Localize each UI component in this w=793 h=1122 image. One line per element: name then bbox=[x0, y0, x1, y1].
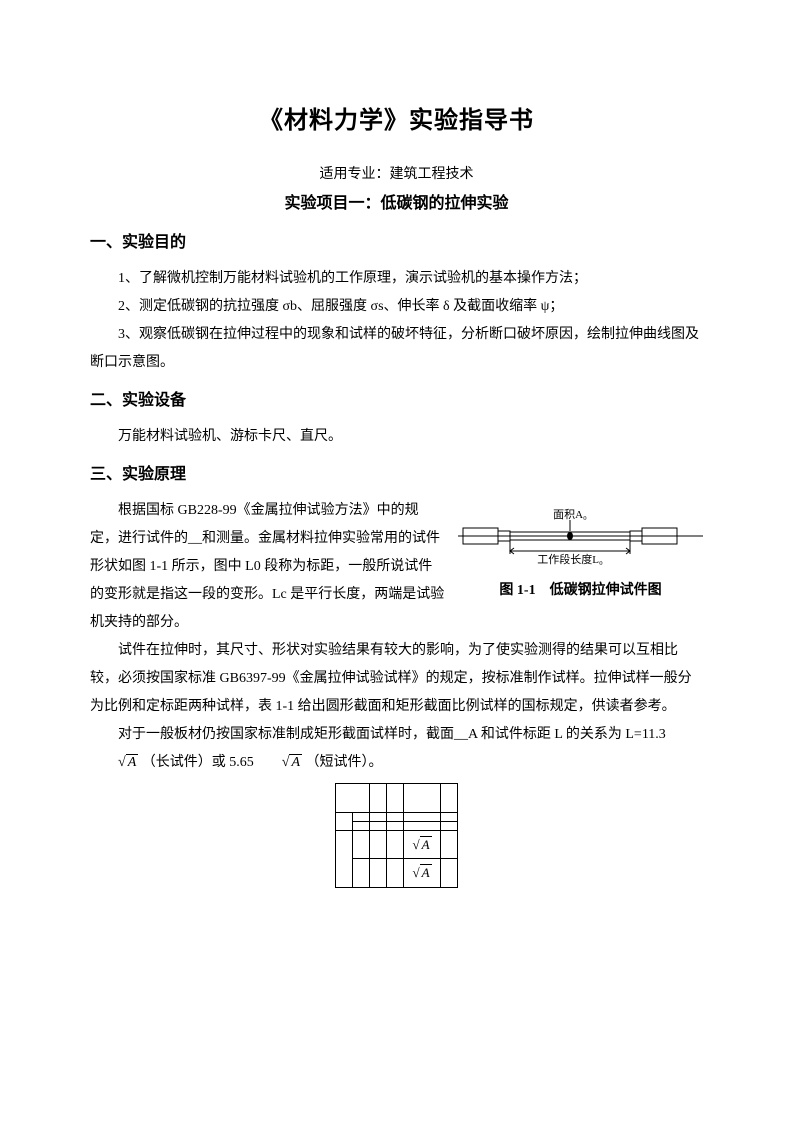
table-row: A bbox=[336, 830, 457, 859]
table-row: A bbox=[336, 859, 457, 888]
doc-title: 《材料力学》实验指导书 bbox=[90, 100, 703, 135]
specimen-diagram: 面积A₀ 工作段长度L₀ bbox=[458, 501, 703, 571]
th-name bbox=[336, 784, 370, 813]
cell: A bbox=[404, 830, 440, 859]
figure-1-1-caption: 图 1-1 低碳钢拉伸试件图 bbox=[458, 577, 703, 605]
s1-p3: 3、观察低碳钢在拉伸过程中的现象和试样的破坏特征，分析断口破坏原因，绘制拉伸曲线… bbox=[90, 321, 703, 377]
table-row bbox=[336, 821, 457, 830]
fig-length-label: 工作段长度L₀ bbox=[537, 552, 603, 566]
s3-p2: 试件在拉伸时，其尺寸、形状对实验结果有较大的影响，为了使实验测得的结果可以互相比… bbox=[90, 637, 703, 721]
sqrt-A-1: A bbox=[90, 749, 138, 777]
cell bbox=[387, 812, 404, 821]
cell-short bbox=[353, 859, 370, 888]
cell bbox=[440, 812, 457, 821]
th-e bbox=[440, 784, 457, 813]
cell bbox=[370, 812, 387, 821]
section-2-heading: 二、实验设备 bbox=[90, 385, 703, 417]
figure-1-1: 面积A₀ 工作段长度L₀ 图 1-1 低碳钢拉伸试件图 bbox=[458, 501, 703, 605]
cell bbox=[387, 830, 404, 859]
cell bbox=[370, 821, 387, 830]
cell bbox=[404, 812, 440, 821]
cell bbox=[370, 830, 387, 859]
cell-short bbox=[353, 821, 370, 830]
cell bbox=[370, 859, 387, 888]
sqrt-A-2: A bbox=[254, 749, 302, 777]
table-header-row bbox=[336, 784, 457, 813]
experiment-title: 实验项目一：低碳钢的拉伸实验 bbox=[90, 189, 703, 213]
applicable-major: 适用专业：建筑工程技术 bbox=[90, 163, 703, 183]
section-1-heading: 一、实验目的 bbox=[90, 227, 703, 259]
cell bbox=[440, 821, 457, 830]
s3-p3-a: 对于一般板材仍按国家标准制成矩形截面试样时，截面__A 和试件标距 L 的关系为… bbox=[118, 727, 666, 742]
cell: A bbox=[404, 859, 440, 888]
sqrt-A-4: A bbox=[412, 863, 431, 883]
section-3-heading: 三、实验原理 bbox=[90, 459, 703, 491]
s2-p1: 万能材料试验机、游标卡尺、直尺。 bbox=[90, 423, 703, 451]
cell bbox=[387, 859, 404, 888]
s3-p3-c: （短试件）。 bbox=[306, 755, 383, 770]
fig-area-label: 面积A₀ bbox=[553, 508, 587, 521]
sqrt-A-3: A bbox=[412, 835, 431, 855]
cell-long bbox=[353, 830, 370, 859]
s3-p3: 对于一般板材仍按国家标准制成矩形截面试样时，截面__A 和试件标距 L 的关系为… bbox=[90, 721, 703, 777]
s3-p3-b: （长试件）或 5.65 bbox=[142, 755, 254, 770]
s1-p2: 2、测定低碳钢的抗拉强度 σb、屈服强度 σs、伸长率 δ 及截面收缩率 ψ； bbox=[90, 293, 703, 321]
th-d bbox=[370, 784, 387, 813]
table-1-1: A A bbox=[335, 783, 457, 888]
th-a bbox=[387, 784, 404, 813]
table-row bbox=[336, 812, 457, 821]
cell-group-round bbox=[336, 812, 353, 830]
cell bbox=[440, 830, 457, 859]
cell bbox=[387, 821, 404, 830]
cell bbox=[404, 821, 440, 830]
s1-p1: 1、了解微机控制万能材料试验机的工作原理，演示试验机的基本操作方法； bbox=[90, 265, 703, 293]
cell bbox=[440, 859, 457, 888]
cell-group-rect bbox=[336, 830, 353, 887]
th-L bbox=[404, 784, 440, 813]
cell-long bbox=[353, 812, 370, 821]
